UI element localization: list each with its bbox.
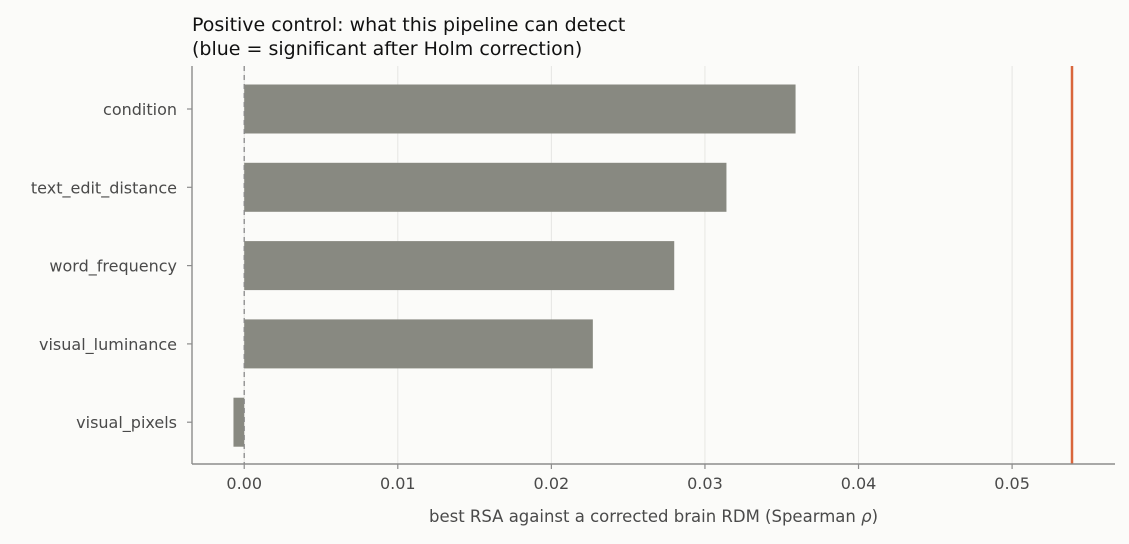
x-axis-label: best RSA against a corrected brain RDM (…: [192, 507, 1115, 526]
y-tick-label: visual_luminance: [39, 335, 177, 355]
y-tick-label: visual_pixels: [76, 413, 177, 433]
x-tick-label: 0.00: [226, 474, 262, 493]
x-tick-label: 0.01: [380, 474, 416, 493]
y-tick-label: text_edit_distance: [31, 178, 177, 198]
x-axis-label-suffix: ): [871, 507, 878, 526]
y-tick-label: condition: [103, 100, 177, 119]
chart-title-block: Positive control: what this pipeline can…: [192, 13, 625, 61]
x-axis-label-symbol: ρ: [861, 507, 872, 526]
chart-subtitle: (blue = significant after Holm correctio…: [192, 38, 583, 60]
chart-title: Positive control: what this pipeline can…: [192, 14, 626, 36]
x-tick-label: 0.02: [534, 474, 570, 493]
bar-word_frequency: [244, 241, 675, 291]
bar-visual_luminance: [244, 319, 593, 369]
x-tick-label: 0.03: [687, 474, 723, 493]
x-tick-label: 0.05: [994, 474, 1030, 493]
x-axis-label-text: best RSA against a corrected brain RDM (…: [428, 507, 862, 526]
y-tick-label: word_frequency: [49, 257, 177, 277]
bar-condition: [244, 84, 796, 134]
x-tick-label: 0.04: [841, 474, 877, 493]
bar-visual_pixels: [233, 397, 245, 447]
bar-text_edit_distance: [244, 162, 727, 212]
